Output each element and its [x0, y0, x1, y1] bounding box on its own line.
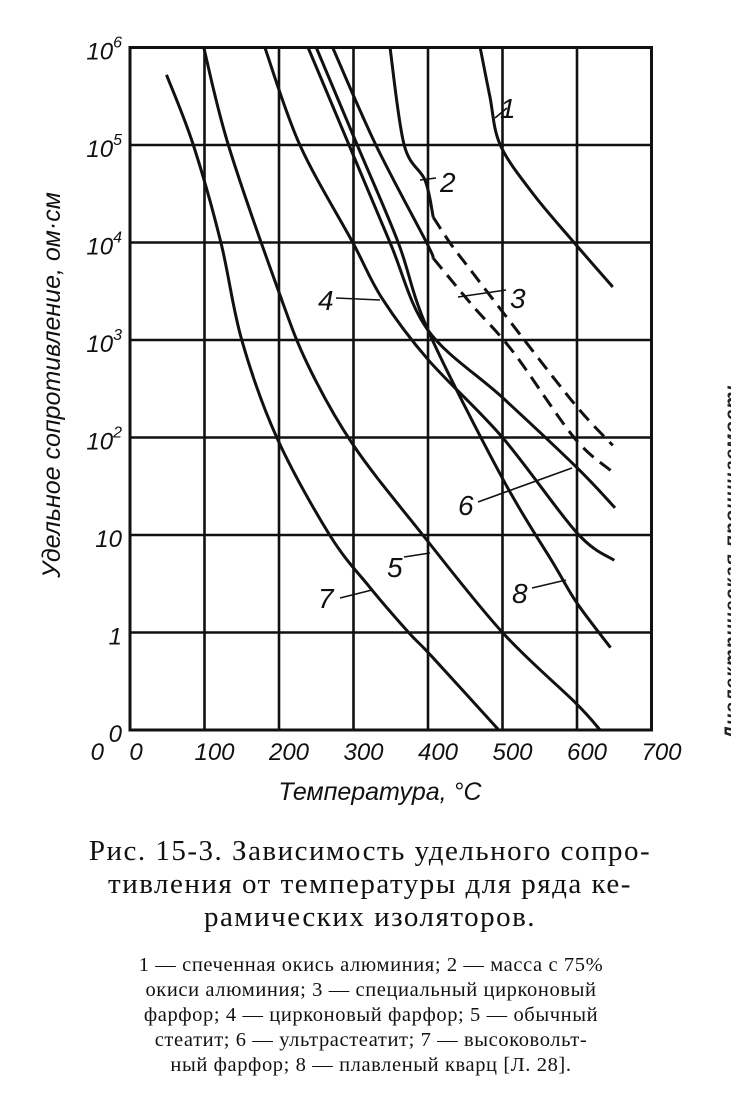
x-tick-label: 300	[343, 739, 384, 766]
leader-line	[335, 297, 381, 301]
leader-line	[419, 177, 437, 181]
leader-line	[531, 579, 567, 589]
x-tick-label: 700	[641, 739, 682, 766]
x-tick-label: 500	[492, 739, 533, 766]
y-tick-label: 10	[95, 526, 122, 553]
y-tick-label: 105	[86, 132, 122, 163]
figure-caption: Рис. 15-3. Зависимость удельного сопро- …	[20, 835, 720, 934]
x-tick-label: 100	[194, 739, 235, 766]
x-tick-label: 200	[268, 739, 310, 766]
curve-line	[202, 47, 602, 732]
curve-label-1: 1	[500, 93, 516, 124]
curve-4	[263, 46, 616, 562]
figure-legend: 1 — спеченная окись алюминия; 2 — масса …	[26, 953, 716, 1078]
legend-line: стеатит; 6 — ультрастеатит; 7 — высоково…	[154, 1029, 588, 1051]
curve-dashed-segment	[431, 216, 614, 447]
curve-label-8: 8	[512, 578, 528, 609]
x-axis-title: Температура, °С	[278, 778, 482, 806]
caption-line: тивления от температуры для ряда ке-	[108, 868, 632, 900]
curve-8	[314, 46, 612, 649]
curve-dashed-segment	[432, 257, 612, 472]
legend-line: фарфор; 4 — цирконовый фарфор; 5 — обычн…	[143, 1004, 599, 1026]
curve-line	[478, 47, 614, 288]
curve-7	[165, 74, 500, 732]
curve-label-4: 4	[318, 285, 334, 316]
caption-line: Рис. 15-3. Зависимость удельного сопро-	[88, 835, 652, 867]
leader-line	[403, 552, 431, 558]
curve-3	[331, 46, 612, 472]
y-tick-label: 106	[86, 35, 122, 66]
curve-label-2: 2	[439, 167, 456, 198]
curve-2	[388, 47, 614, 447]
curve-solid-segment	[331, 46, 435, 259]
y-tick-label: 102	[86, 425, 122, 456]
y-tick-label: 103	[86, 327, 122, 358]
y-axis-title: Удельное сопротивление, ом·см	[38, 192, 66, 579]
curve-label-5: 5	[387, 552, 403, 583]
legend-line: ный фарфор; 8 — плавленый кварц [Л. 28].	[170, 1054, 572, 1076]
curve-labels: 1 2 3 4 5 6 7 8	[318, 93, 573, 614]
y-tick-label: 1	[109, 624, 122, 651]
curves	[165, 46, 617, 732]
curve-label-7: 7	[318, 583, 335, 614]
side-text: Диэлектрическая проницаемость	[722, 378, 731, 740]
curve-label-3: 3	[510, 283, 526, 314]
leader-line	[494, 107, 508, 119]
plot-frame	[128, 46, 653, 732]
x-tick-label: 0	[129, 739, 143, 766]
tick-labels: 0 100 200 300 400 500 600 700106105104103102101…	[86, 35, 682, 767]
legend-line: 1 — спеченная окись алюминия; 2 — масса …	[138, 954, 604, 976]
y-tick-label: 0	[109, 721, 123, 748]
curve-solid-segment	[388, 47, 435, 218]
curve-1	[478, 47, 614, 288]
x-tick-label: 400	[418, 739, 459, 766]
grid	[128, 46, 653, 732]
leader-line	[457, 289, 507, 298]
curve-label-6: 6	[458, 490, 474, 521]
curve-5	[202, 47, 602, 732]
curve-line	[263, 46, 616, 562]
y-tick-label: 104	[86, 230, 122, 261]
caption-line: рамических изоляторов.	[203, 901, 537, 933]
origin-label: 0	[91, 739, 105, 766]
leader-line	[477, 467, 573, 503]
curve-line	[314, 46, 612, 649]
legend-line: окиси алюминия; 3 — специальный цирконов…	[145, 979, 597, 1001]
x-tick-label: 600	[567, 739, 608, 766]
curve-line	[165, 74, 500, 732]
leader-line	[339, 589, 373, 599]
